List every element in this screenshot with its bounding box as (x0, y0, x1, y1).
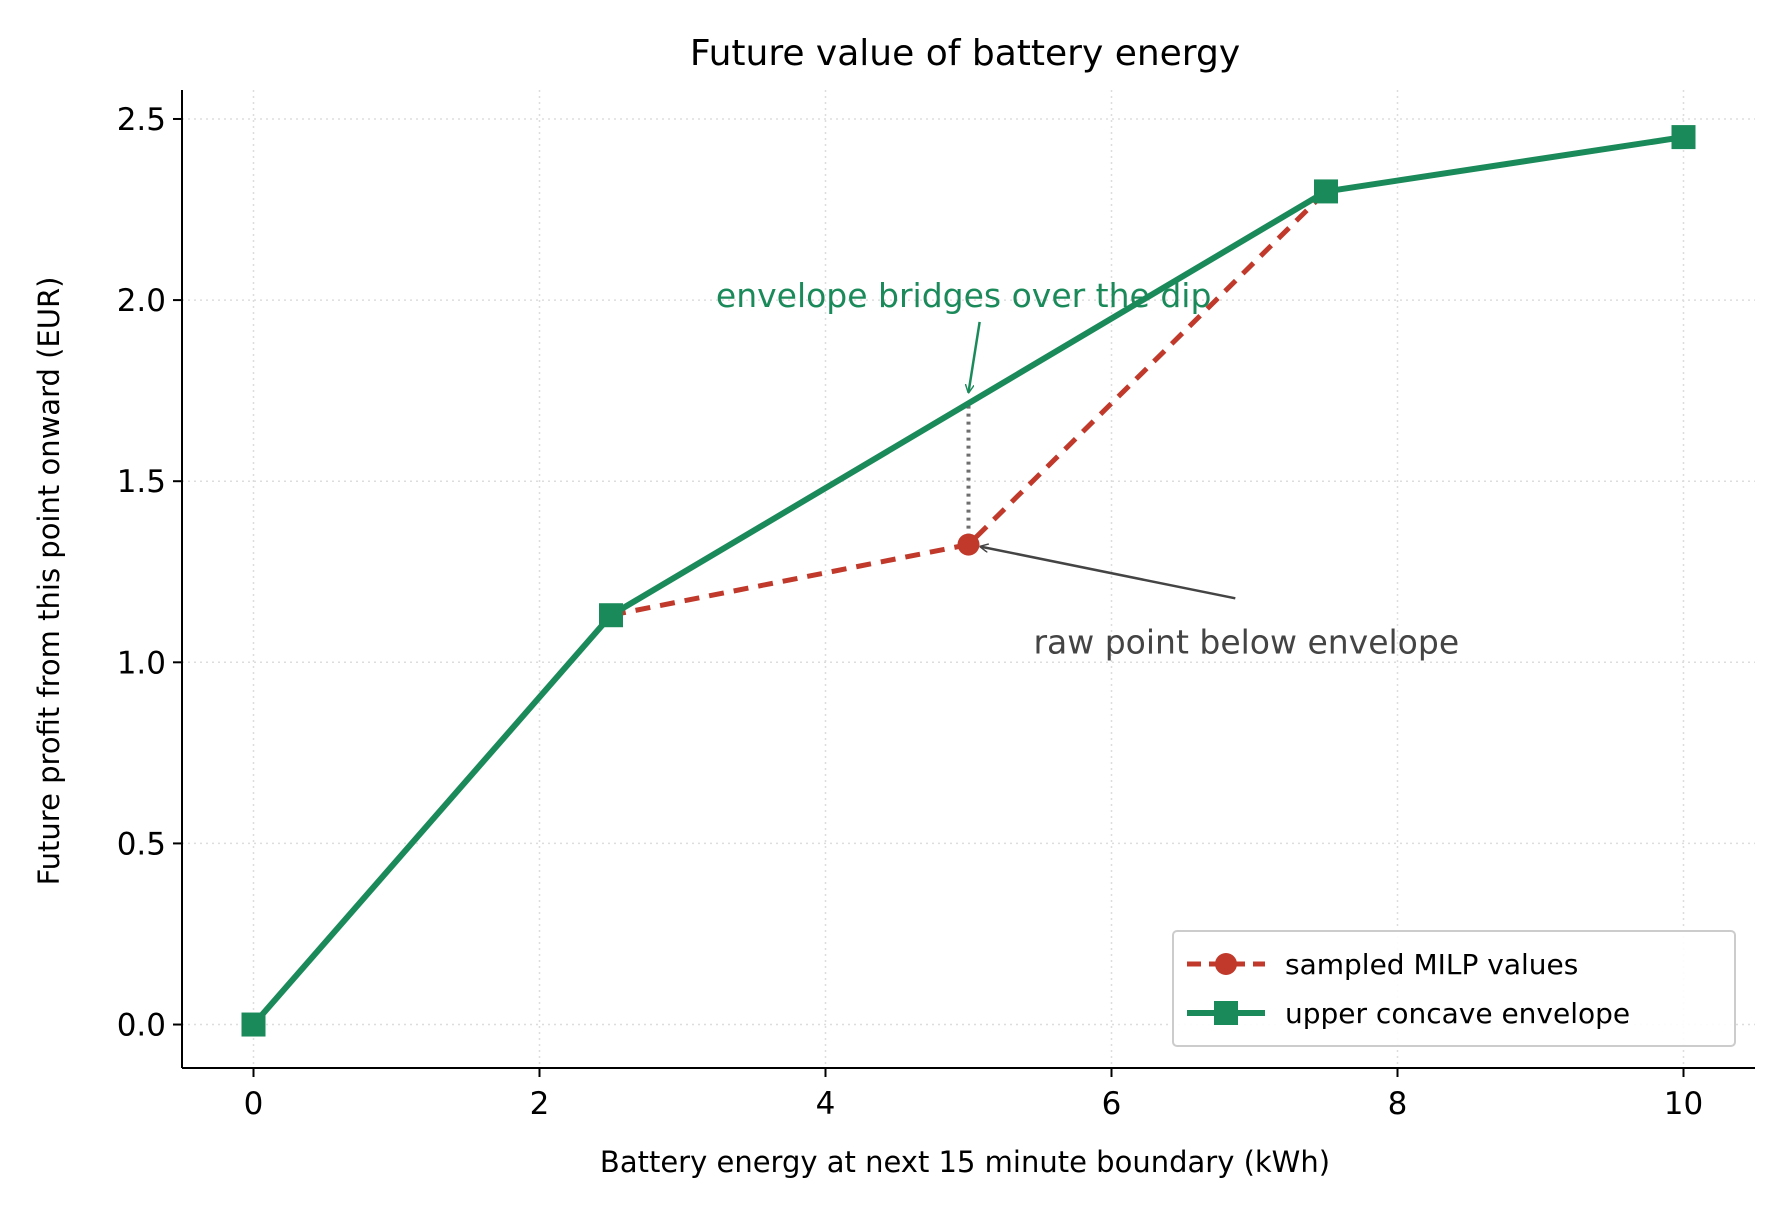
envelope-point (1314, 179, 1338, 204)
y-axis-label: Future profit from this point onward (EU… (32, 277, 66, 886)
annotation-layer: envelope bridges over the dip raw point b… (716, 276, 1459, 661)
x-tick-label: 4 (816, 1086, 836, 1122)
grid-layer (182, 90, 1755, 1068)
envelope-point (1671, 125, 1696, 150)
sampled-milp-point (957, 533, 980, 556)
legend-marker-sampled-milp (1215, 953, 1237, 975)
annotation-arrow-envelope (969, 321, 981, 392)
y-tick-label: 0.0 (117, 1008, 166, 1044)
y-tick-label: 2.5 (117, 102, 166, 138)
legend-layer: sampled MILP values upper concave envelop… (1172, 930, 1736, 1047)
envelope-point (241, 1012, 266, 1037)
x-tick-label: 8 (1388, 1086, 1408, 1122)
annotation-raw-point-text: raw point below envelope (1033, 622, 1459, 661)
y-tick-label: 1.5 (117, 464, 166, 500)
series-layer (241, 125, 1696, 1037)
legend-label-envelope: upper concave envelope (1285, 997, 1630, 1030)
x-tick-label: 2 (530, 1086, 550, 1122)
annotation-arrow-raw-point (981, 547, 1236, 600)
x-tick-label: 6 (1102, 1086, 1122, 1122)
axes-layer: 0 2 4 6 8 10 0.0 0.5 1.0 1.5 2.0 2.5 (117, 90, 1755, 1122)
series-line-envelope (251, 134, 1684, 1027)
legend-marker-envelope (1214, 1001, 1238, 1025)
annotation-envelope-text: envelope bridges over the dip (716, 276, 1212, 315)
y-tick-label: 0.5 (117, 826, 166, 862)
y-tick-label: 2.0 (117, 283, 166, 319)
y-tick-label: 1.0 (117, 645, 166, 681)
legend-label-sampled-milp: sampled MILP values (1285, 948, 1578, 981)
x-tick-label: 0 (244, 1086, 264, 1122)
x-axis-label: Battery energy at next 15 minute boundar… (600, 1145, 1330, 1179)
legend-box (1172, 930, 1736, 1047)
x-tick-label: 10 (1664, 1086, 1703, 1122)
envelope-point (599, 603, 623, 628)
chart-title: Future value of battery energy (690, 33, 1240, 74)
